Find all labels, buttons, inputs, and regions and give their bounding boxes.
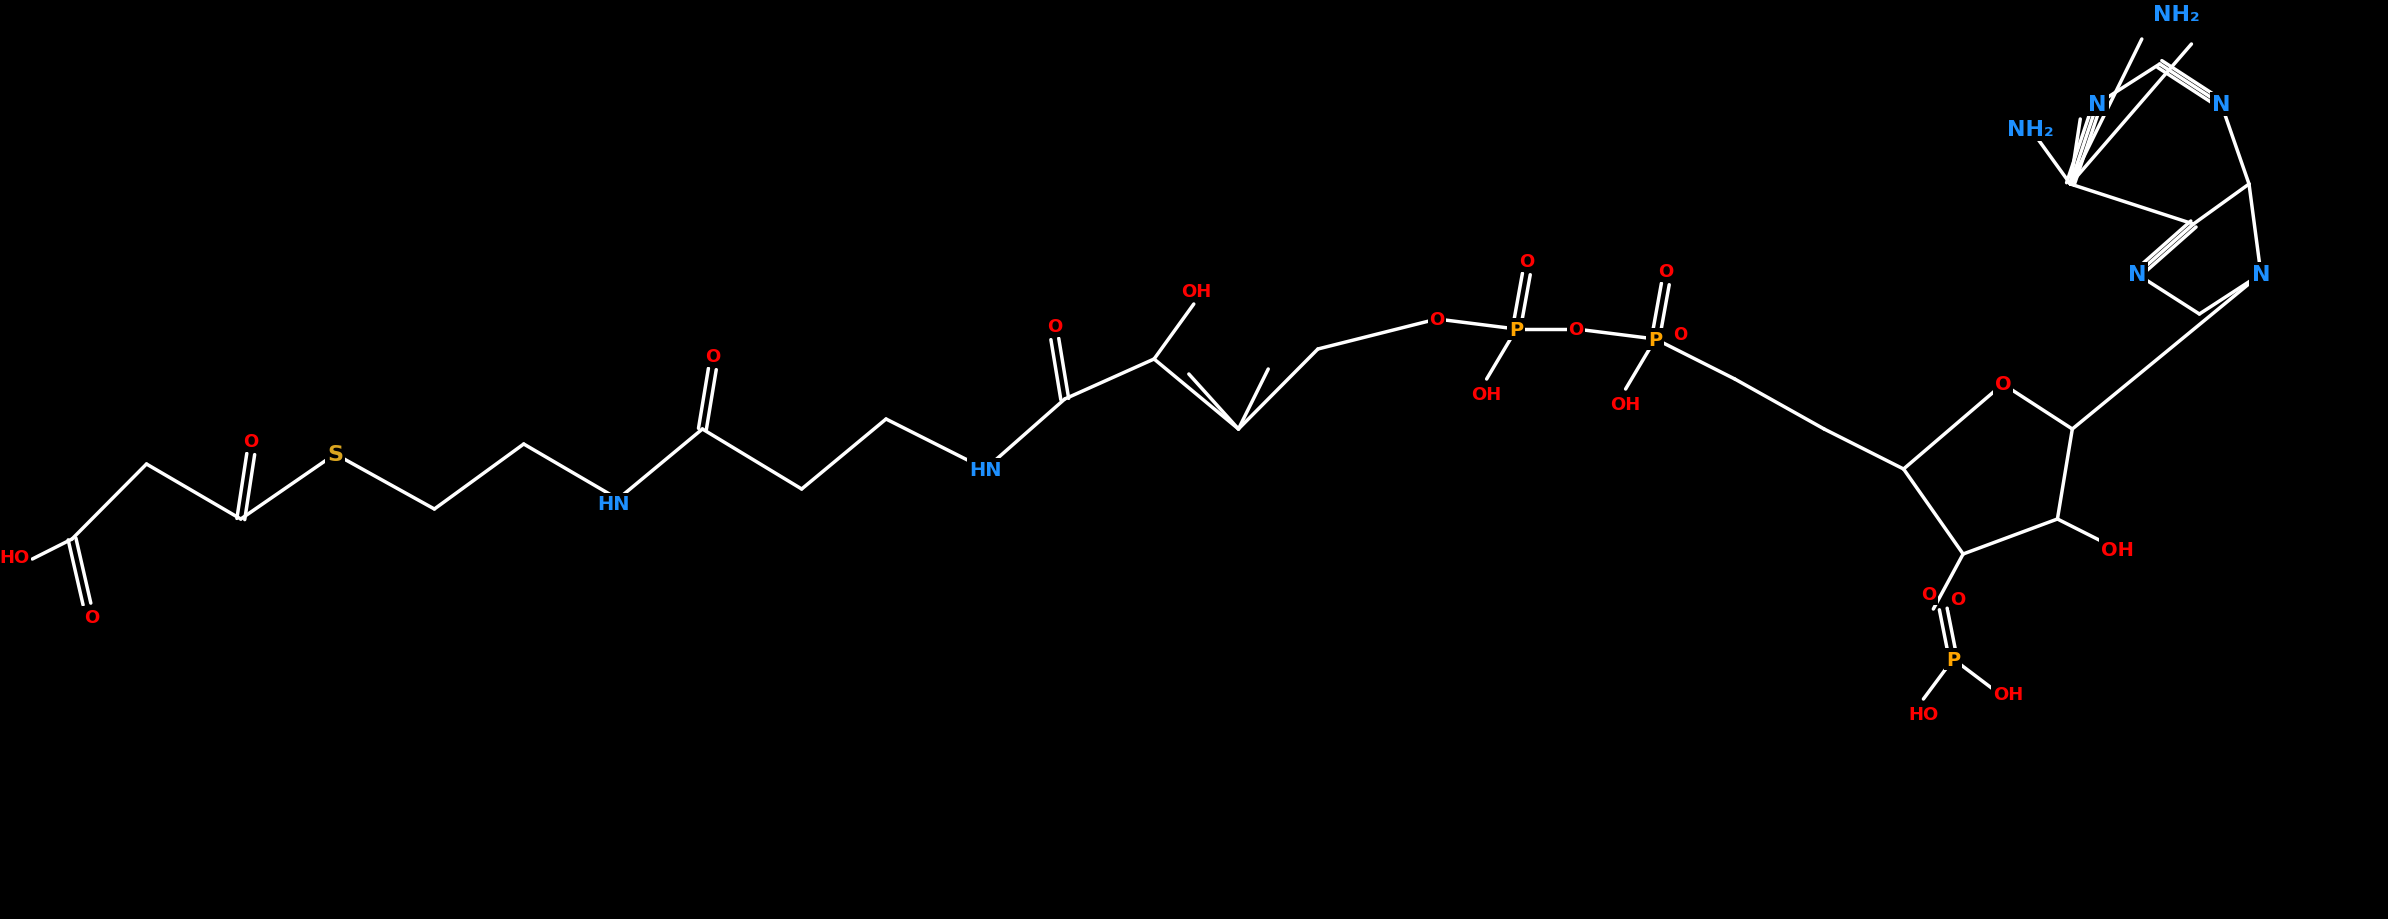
Text: NH₂: NH₂: [2008, 119, 2054, 140]
Text: O: O: [84, 608, 100, 627]
Text: NH₂: NH₂: [2154, 5, 2199, 25]
Text: O: O: [704, 347, 719, 366]
Text: OH: OH: [1992, 686, 2023, 703]
Text: P: P: [1946, 650, 1961, 669]
Text: O: O: [1951, 590, 1965, 608]
Text: O: O: [1569, 321, 1583, 338]
Text: O: O: [1430, 311, 1445, 329]
Text: N: N: [2211, 95, 2230, 115]
Text: O: O: [244, 433, 258, 450]
Text: O: O: [1674, 325, 1688, 344]
Text: O: O: [1048, 318, 1063, 335]
Text: OH: OH: [1471, 386, 1502, 403]
Text: HN: HN: [970, 460, 1001, 479]
Text: S: S: [327, 445, 344, 464]
Text: OH: OH: [1180, 283, 1211, 301]
Text: HN: HN: [597, 495, 630, 514]
Text: P: P: [1648, 330, 1662, 349]
Text: O: O: [1920, 585, 1937, 604]
Text: OH: OH: [2101, 540, 2132, 559]
Text: O: O: [1657, 263, 1674, 280]
Text: N: N: [2252, 265, 2271, 285]
Text: N: N: [2128, 265, 2147, 285]
Text: N: N: [2087, 95, 2106, 115]
Text: HO: HO: [1908, 705, 1939, 723]
Text: HO: HO: [0, 549, 29, 566]
Text: O: O: [1994, 375, 2011, 394]
Text: OH: OH: [1610, 395, 1641, 414]
Text: O: O: [1519, 253, 1533, 271]
Text: P: P: [1509, 320, 1524, 339]
